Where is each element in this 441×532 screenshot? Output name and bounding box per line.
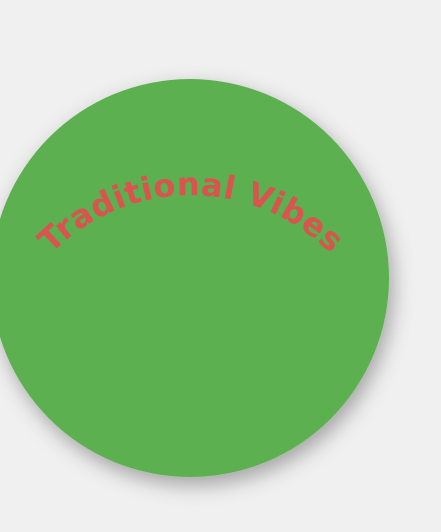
badge-circle	[0, 79, 389, 477]
